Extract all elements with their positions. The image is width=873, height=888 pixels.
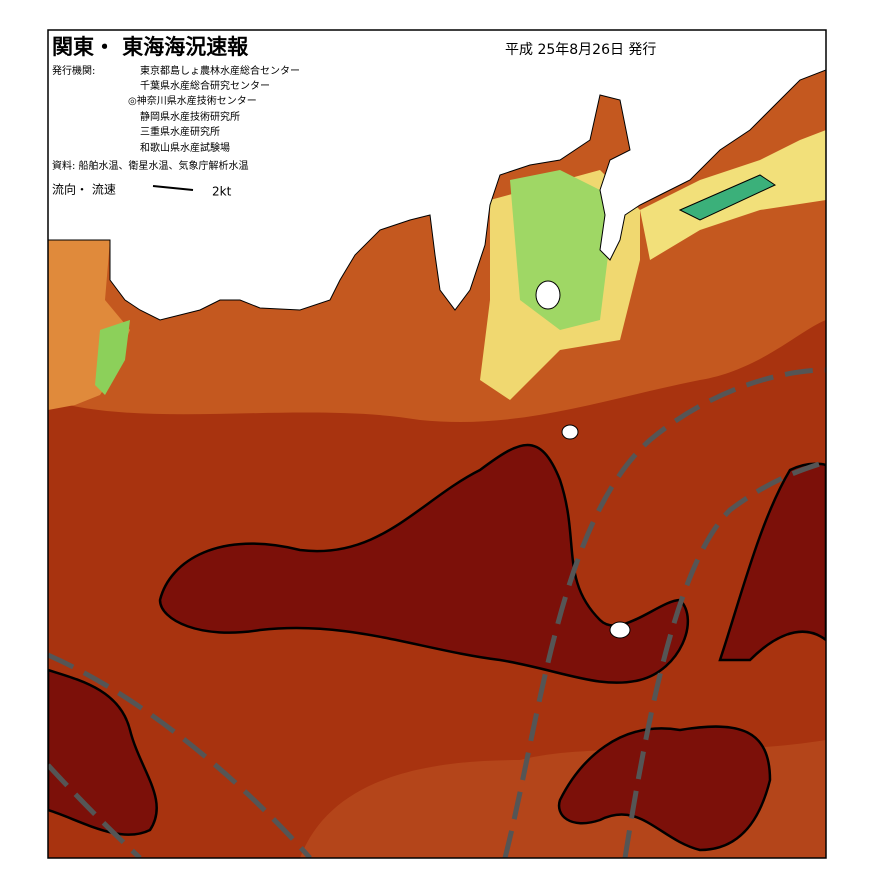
map-title: 関東・ 東海海況速報 [52, 35, 249, 59]
legend-arrow [152, 185, 194, 191]
island [561, 424, 579, 440]
agency: 和歌山県水産試験場 [140, 141, 230, 154]
current-axis [622, 459, 826, 858]
cool-water [678, 174, 777, 221]
land [48, 30, 826, 321]
issue-date: 平成 25年8月26日 発行 [505, 42, 656, 58]
data-source: 資料: 船舶水温、衛星水温、気象庁解析水温 [52, 159, 249, 172]
agency: ◎神奈川県水産技術センター [128, 94, 257, 107]
current-axis [48, 652, 312, 858]
agency: 千葉県水産総合研究センター [140, 79, 270, 92]
island [609, 621, 631, 639]
map-frame [47, 29, 827, 859]
island [535, 280, 561, 310]
current-axis [502, 367, 826, 858]
legend-label: 流向・ 流速 [52, 182, 116, 197]
isotherm-30 [48, 668, 158, 836]
cool-water [510, 170, 610, 330]
map-body [48, 30, 826, 858]
isotherm-30 [718, 462, 826, 662]
cool-water [95, 320, 130, 395]
agency: 三重県水産研究所 [140, 125, 220, 138]
isotherm-30 [557, 725, 772, 852]
agency: 東京都島しょ農林水産総合センター [140, 64, 300, 77]
current-axis [48, 763, 142, 858]
agencies-label: 発行機関: [52, 64, 95, 77]
legend-speed: 2kt [212, 185, 232, 199]
agency: 静岡県水産技術研究所 [140, 110, 240, 123]
